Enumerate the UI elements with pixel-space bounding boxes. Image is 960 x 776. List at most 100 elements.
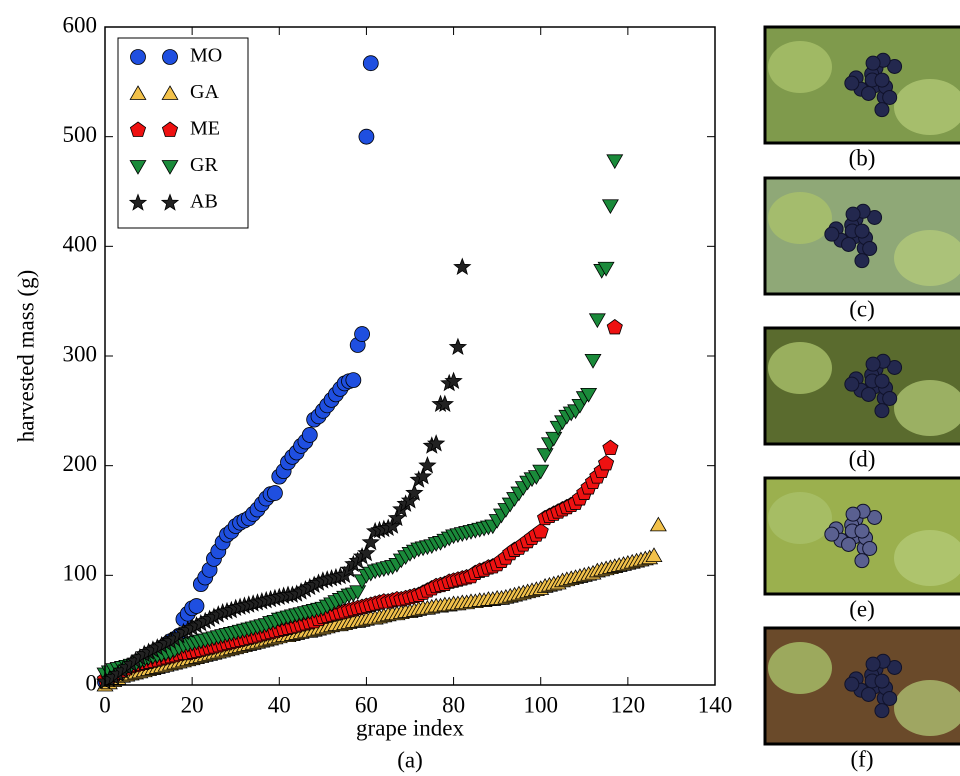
grape	[862, 240, 878, 256]
panel-caption: (b)	[849, 145, 876, 170]
leaf	[894, 79, 960, 135]
point	[357, 543, 376, 562]
x-tick-label: 0	[99, 692, 111, 717]
grape	[824, 226, 840, 242]
grape	[874, 102, 890, 118]
y-tick-label: 200	[63, 451, 98, 476]
point	[444, 371, 463, 390]
grape	[845, 206, 861, 222]
point	[413, 466, 433, 485]
legend-marker	[161, 85, 179, 100]
point	[606, 318, 623, 335]
point	[188, 598, 205, 614]
leaf	[894, 230, 960, 286]
legend-label: ME	[190, 118, 220, 140]
leaf	[768, 342, 832, 394]
panel-caption: (d)	[849, 446, 876, 471]
point	[267, 485, 283, 501]
grape	[865, 55, 881, 71]
panel-caption: (e)	[849, 596, 875, 621]
axes-frame	[104, 26, 716, 686]
point	[362, 55, 379, 72]
legend-label: GR	[190, 154, 218, 176]
grape	[844, 376, 860, 392]
grape	[882, 89, 898, 105]
legend-marker	[161, 160, 179, 175]
grape	[862, 540, 878, 556]
grape	[874, 403, 890, 419]
grape	[861, 686, 877, 702]
point	[448, 337, 468, 356]
point	[584, 353, 602, 369]
grape	[887, 659, 903, 675]
legend-marker	[160, 193, 180, 211]
leaf	[894, 380, 960, 436]
y-tick-label: 300	[63, 341, 98, 366]
point	[606, 154, 624, 170]
grape	[861, 386, 877, 402]
grape	[887, 58, 903, 74]
legend-marker	[129, 85, 147, 100]
grape	[854, 223, 870, 239]
x-tick-label: 40	[268, 692, 291, 717]
grape	[845, 506, 861, 522]
leaf	[768, 192, 832, 244]
legend-marker	[129, 160, 147, 175]
grape	[841, 536, 857, 552]
grape	[841, 236, 857, 252]
legend-label: AB	[190, 191, 218, 213]
leaf	[894, 530, 960, 586]
point	[349, 585, 367, 601]
x-tick-label: 100	[523, 692, 558, 717]
point	[387, 508, 407, 527]
point	[358, 128, 375, 145]
grape	[874, 673, 890, 689]
point	[580, 387, 598, 403]
grape	[867, 509, 883, 525]
leaf	[768, 41, 832, 93]
point	[649, 516, 667, 532]
panel-caption: (c)	[849, 296, 875, 321]
leaf	[894, 680, 960, 736]
grape	[844, 676, 860, 692]
point	[361, 532, 380, 551]
x-tick-label: 120	[611, 692, 646, 717]
grape	[854, 523, 870, 539]
x-tick-label: 60	[355, 692, 378, 717]
point	[601, 199, 619, 215]
grape	[882, 390, 898, 406]
point	[597, 454, 615, 471]
grape	[874, 72, 890, 88]
grape	[824, 526, 840, 542]
x-tick-label: 20	[181, 692, 204, 717]
legend-marker	[129, 121, 147, 137]
grape	[874, 373, 890, 389]
y-tick-label: 100	[63, 561, 98, 586]
grape	[865, 356, 881, 372]
plot-area	[95, 55, 667, 692]
y-tick-label: 0	[86, 670, 98, 695]
point	[602, 439, 619, 455]
legend-marker	[162, 49, 178, 65]
grape	[854, 253, 870, 269]
point	[435, 394, 455, 413]
grape	[882, 690, 898, 706]
point	[345, 372, 362, 389]
grape	[844, 75, 860, 91]
point	[418, 456, 437, 474]
legend-marker	[130, 49, 146, 65]
point	[532, 522, 549, 539]
legend-label: MO	[190, 45, 222, 67]
grape	[854, 553, 870, 569]
point	[645, 547, 663, 562]
caption: (a)	[397, 747, 423, 772]
point	[405, 483, 424, 501]
x-tick-label: 80	[442, 692, 465, 717]
panel-caption: (f)	[851, 746, 874, 771]
point	[588, 313, 606, 329]
y-tick-label: 600	[63, 12, 98, 37]
point	[301, 427, 318, 443]
x-axis-label: grape index	[356, 715, 464, 740]
y-tick-label: 500	[63, 122, 98, 147]
